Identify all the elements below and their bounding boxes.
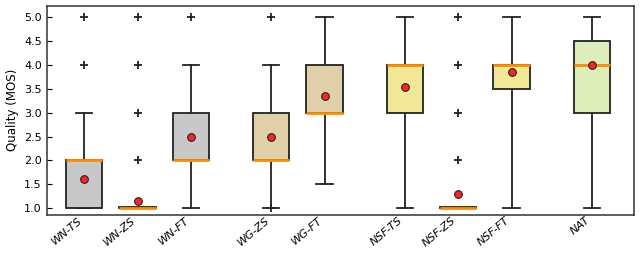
Bar — [173, 113, 209, 160]
Bar — [440, 207, 476, 208]
Bar — [66, 160, 102, 208]
Bar — [307, 65, 343, 113]
Bar — [387, 65, 423, 113]
Bar — [493, 65, 530, 89]
Bar — [573, 41, 610, 113]
Y-axis label: Quality (MOS): Quality (MOS) — [6, 69, 19, 151]
Bar — [120, 207, 156, 208]
Bar — [253, 113, 289, 160]
